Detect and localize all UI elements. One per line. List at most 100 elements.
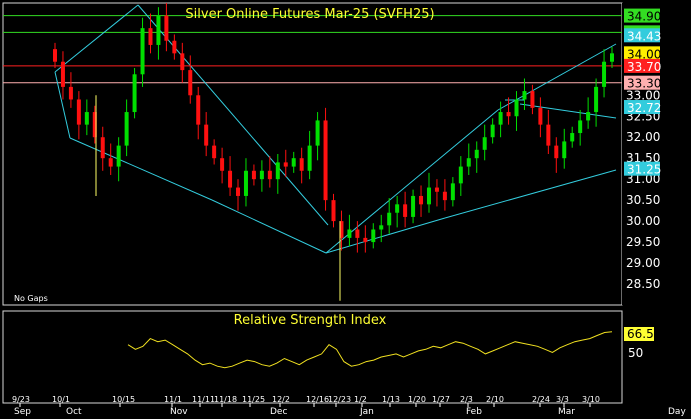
rsi-value-tag-label: 66.53	[627, 327, 661, 341]
x-date-label: 2/3	[460, 395, 473, 404]
price-tag	[624, 161, 660, 176]
x-date-label: 1/2	[354, 395, 367, 404]
period-label: Day	[668, 407, 686, 417]
candle-body	[299, 158, 304, 171]
x-date-label: 10/15	[112, 395, 135, 404]
candle-body	[315, 120, 320, 146]
trendline	[497, 43, 617, 111]
candle-body	[530, 91, 535, 108]
candle-body	[403, 204, 408, 217]
candle-body	[124, 112, 129, 146]
candle-body	[458, 166, 463, 184]
price-axis-tick: 29.00	[626, 256, 660, 270]
candle-body	[236, 187, 241, 196]
candle-body	[578, 120, 583, 134]
x-month-label: Nov	[170, 407, 188, 417]
price-tag	[624, 46, 660, 61]
price-axis-tick: 30.00	[626, 214, 660, 228]
candle-body	[132, 74, 137, 113]
candle-body	[53, 49, 57, 62]
candle-body	[490, 124, 495, 138]
rsi-line-group	[127, 331, 613, 369]
candle-body	[156, 15, 161, 45]
candle-body	[379, 225, 384, 230]
candle-body	[283, 162, 288, 167]
candle-body	[76, 99, 81, 125]
candle-body	[228, 170, 233, 188]
candle-body	[84, 112, 89, 125]
candle-body	[180, 53, 185, 71]
rsi-title: Relative Strength Index	[234, 313, 387, 328]
price-tag-label: 34.90	[627, 10, 661, 24]
candle-body	[586, 112, 591, 121]
x-date-label: 11/1	[164, 395, 182, 404]
x-date-label: 11/11	[192, 395, 215, 404]
candle-body	[387, 212, 392, 226]
no-gaps-label: No Gaps	[14, 294, 48, 303]
x-month-label: Sep	[14, 407, 31, 417]
candle-body	[482, 137, 487, 150]
candle-body	[331, 200, 336, 222]
candle-body	[108, 158, 113, 167]
candle-body	[570, 133, 575, 142]
candle-body	[434, 187, 439, 192]
x-date-label: 11/25	[242, 395, 265, 404]
candlesticks	[53, 3, 614, 301]
candle-body	[196, 95, 201, 125]
candle-body	[602, 61, 607, 87]
price-tag-label: 34.00	[627, 47, 661, 61]
candle-body	[546, 124, 551, 146]
candle-body	[538, 107, 543, 125]
candle-body	[450, 183, 455, 201]
rsi-value-tag	[624, 327, 654, 341]
candle-body	[562, 141, 567, 159]
x-date-label: 1/13	[382, 395, 400, 404]
candle-body	[204, 124, 209, 146]
candle-body	[594, 86, 599, 113]
horizontal-levels	[3, 15, 622, 84]
x-date-label: 3/10	[582, 395, 600, 404]
candle-body	[610, 53, 614, 62]
x-month-label: Oct	[66, 407, 82, 417]
candle-body	[419, 195, 424, 205]
candle-body	[323, 120, 328, 201]
candle-body	[220, 158, 225, 171]
trendline	[54, 71, 71, 139]
trendline	[137, 4, 329, 226]
price-tag-label: 33.30	[627, 77, 661, 91]
rsi-axis-50: 50	[628, 346, 643, 360]
candle-body	[164, 15, 169, 41]
candle-body	[60, 61, 65, 87]
x-date-label: 11/18	[214, 395, 237, 404]
price-axis-tick: 29.50	[626, 235, 660, 249]
price-tag	[624, 100, 660, 115]
candle-body	[506, 112, 511, 117]
price-tag	[624, 58, 660, 73]
x-date-label: 10/1	[52, 395, 70, 404]
trendline	[325, 217, 446, 254]
candle-body	[172, 40, 177, 54]
candle-body	[251, 170, 256, 180]
price-tag-label: 33.70	[627, 60, 661, 74]
price-tag-label: 34.43	[627, 29, 661, 43]
candle-body	[92, 112, 97, 138]
price-tag-label: 32.72	[627, 101, 661, 115]
rsi-line	[127, 331, 613, 369]
chart-title: Silver Online Futures Mar-25 (SVFH25)	[185, 7, 434, 22]
candle-body	[188, 70, 193, 96]
trendline	[54, 4, 139, 73]
candle-body	[395, 204, 400, 213]
x-date-label: 1/20	[408, 395, 426, 404]
rsi-panel[interactable]	[2, 310, 623, 404]
candle-body	[68, 86, 73, 100]
candle-body	[466, 158, 471, 167]
candle-body	[355, 229, 360, 238]
candle-body	[522, 91, 527, 100]
candle-body	[442, 191, 447, 201]
candle-body	[474, 149, 479, 159]
trendline	[519, 103, 617, 119]
x-month-label: Jan	[359, 407, 374, 417]
